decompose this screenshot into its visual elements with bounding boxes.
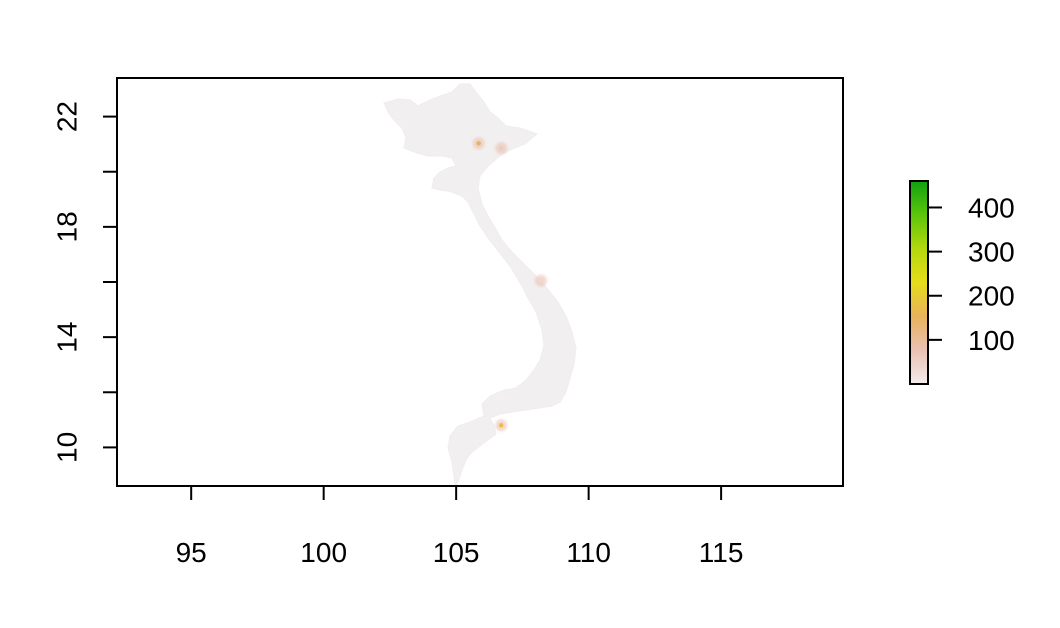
y-tick-label: 22 [51,101,82,132]
y-tick-label: 10 [51,432,82,463]
y-tick-label: 18 [51,211,82,242]
y-axis: 10 14 18 22 [51,101,118,463]
legend-tick-label: 400 [968,192,1015,223]
x-tick-label: 105 [433,537,480,568]
hotspot [498,423,504,428]
legend-tick-label: 100 [968,325,1015,356]
y-tick-label: 14 [51,322,82,353]
x-tick-label: 115 [699,537,744,568]
vietnam-raster-region [383,83,577,488]
legend-colorbar [909,180,929,385]
legend-tick-label: 200 [968,281,1015,312]
x-tick-label: 100 [300,537,347,568]
hotspot [476,141,481,146]
hotspot [538,278,544,283]
map-hotspots [472,137,547,432]
map-raster [383,83,577,488]
x-axis: 95 100 105 110 115 [176,485,744,568]
x-tick-label: 95 [176,537,207,568]
x-tick-label: 110 [566,537,611,568]
color-legend: 100 200 300 400 [909,180,1015,385]
hotspot [498,146,504,151]
legend-tick-label: 300 [968,237,1015,268]
